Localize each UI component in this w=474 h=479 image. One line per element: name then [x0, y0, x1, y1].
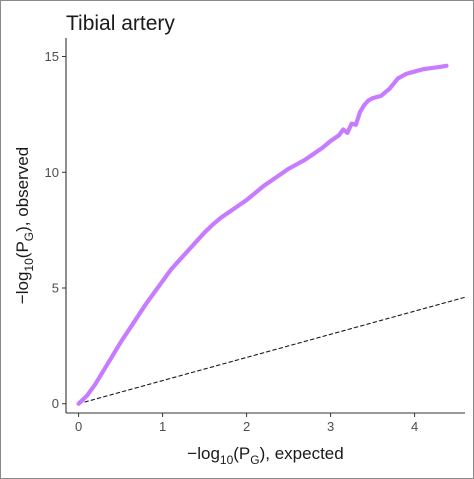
x-tick-label: 0 [75, 419, 82, 434]
expected-null-line [78, 296, 465, 405]
y-tick-label: 15 [45, 49, 59, 64]
x-axis-label: −log10(PG), expected [187, 444, 343, 467]
x-tick-label: 2 [243, 419, 250, 434]
axes: 0 5 10 15 0 1 2 3 4 [45, 38, 465, 434]
series-layer [76, 63, 465, 406]
x-tick-label: 4 [411, 419, 418, 434]
y-tick-label: 10 [45, 165, 59, 180]
y-tick-label: 0 [52, 396, 59, 411]
y-axis-label: −log10(PG), observed [13, 147, 36, 304]
x-tick-label: 1 [159, 419, 166, 434]
x-tick-label: 3 [327, 419, 334, 434]
y-tick-label: 5 [52, 281, 59, 296]
chart-title: Tibial artery [66, 12, 175, 35]
observed-pvalue-line [76, 63, 449, 406]
